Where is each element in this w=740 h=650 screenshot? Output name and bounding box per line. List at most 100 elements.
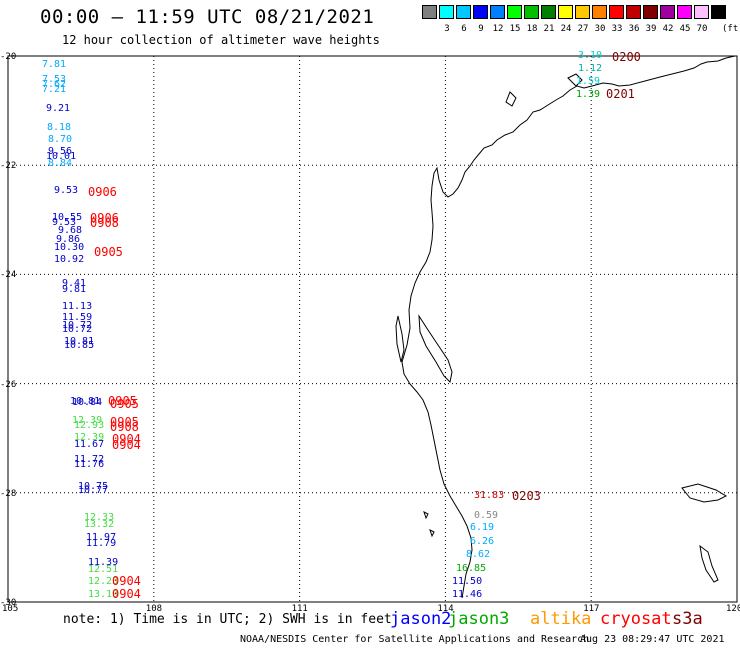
wave-height-value: 7.81 xyxy=(42,59,67,70)
longitude-tick-label: 120 xyxy=(726,604,740,614)
legend-swatch xyxy=(439,5,454,19)
pass-time-label: 0904 xyxy=(112,574,141,588)
wave-height-value: 8.62 xyxy=(466,549,491,560)
pass-time-label: 0905 xyxy=(108,394,137,408)
generation-timestamp: Aug 23 08:29:47 UTC 2021 xyxy=(580,634,725,645)
credit-line: NOAA/NESDIS Center for Satellite Applica… xyxy=(240,634,590,645)
legend-label: 15 xyxy=(509,24,521,34)
wave-height-value: 9.53 xyxy=(52,217,77,228)
legend-swatch xyxy=(660,5,675,19)
wave-height-value: 12.51 xyxy=(88,564,119,575)
latitude-tick-label: -20 xyxy=(0,52,17,62)
legend-swatch xyxy=(541,5,556,19)
wave-height-value: 7.21 xyxy=(42,84,67,95)
wave-height-value: 9.53 xyxy=(54,185,79,196)
pass-time-label: 0905 xyxy=(94,245,123,259)
wave-height-value: 10.01 xyxy=(46,151,77,162)
wave-height-value: 12.93 xyxy=(74,420,105,431)
wave-height-value: 11.79 xyxy=(86,538,117,549)
wave-height-value: 8.84 xyxy=(48,158,73,169)
legend-unit: (ft) xyxy=(722,24,740,34)
legend-label: 33 xyxy=(611,24,623,34)
wave-height-value: 10.81 xyxy=(64,336,95,347)
wave-height-value: 9.56 xyxy=(48,146,73,157)
legend-label: 3 xyxy=(444,24,450,34)
wave-height-value: 11.59 xyxy=(62,312,93,323)
wave-height-value: 6.26 xyxy=(470,536,495,547)
legend-label: 21 xyxy=(543,24,555,34)
wave-height-value: 11.97 xyxy=(86,532,117,543)
pass-time-label: 0904 xyxy=(112,432,141,446)
latitude-tick-label: -24 xyxy=(0,270,17,281)
satellite-legend-item: jason2 xyxy=(390,609,452,629)
wave-height-value: 13.32 xyxy=(84,519,115,530)
wave-height-value: 10.84 xyxy=(72,397,103,408)
western-australia-coastline xyxy=(401,55,736,599)
legend-label: 24 xyxy=(560,24,572,34)
legend-swatch xyxy=(609,5,624,19)
legend-swatch xyxy=(694,5,709,19)
satellite-legend-item: jason3 xyxy=(448,609,510,629)
legend-swatch xyxy=(711,5,726,19)
legend-label: 27 xyxy=(577,24,589,34)
legend-label: 12 xyxy=(492,24,504,34)
wave-height-value: 12.39 xyxy=(74,432,105,443)
wave-height-value: 7.53 xyxy=(42,74,67,85)
barrow-island xyxy=(505,91,517,107)
map-subtitle: 12 hour collection of altimeter wave hei… xyxy=(62,33,380,47)
legend-label: 9 xyxy=(478,24,484,34)
wave-height-value: 16.85 xyxy=(456,563,487,574)
shark-bay-peninsula xyxy=(418,314,453,384)
wave-height-value: 10.77 xyxy=(78,485,109,496)
lat-lon-grid xyxy=(8,56,737,602)
coastline xyxy=(395,55,736,599)
pass-time-label: 0201 xyxy=(606,87,635,101)
wave-height-value: 7.62 xyxy=(42,79,67,90)
wave-height-value: 1.12 xyxy=(578,63,603,74)
pass-time-label: 0906 xyxy=(88,185,117,199)
wave-height-value: 10.92 xyxy=(54,254,85,265)
wave-height-value: 11.46 xyxy=(452,589,483,600)
legend-label: 18 xyxy=(526,24,538,34)
legend-label: 36 xyxy=(628,24,640,34)
wave-height-value: 11.39 xyxy=(88,557,119,568)
wave-height-value: 8.70 xyxy=(48,134,73,145)
wave-height-value: 9.81 xyxy=(62,284,87,295)
longitude-tick-label: 108 xyxy=(145,604,163,614)
wave-height-value: 11.67 xyxy=(74,439,105,450)
pass-time-label: 0908 xyxy=(90,216,119,230)
wave-height-value: 1.39 xyxy=(576,89,601,100)
legend-label: 39 xyxy=(645,24,657,34)
legend-label: 45 xyxy=(679,24,691,34)
wave-height-value: 31.83 xyxy=(474,490,505,501)
pass-time-label: 0908 xyxy=(110,420,139,434)
legend-swatch xyxy=(592,5,607,19)
legend-swatch xyxy=(456,5,471,19)
wave-height-value: 11.50 xyxy=(452,576,483,587)
wave-height-value: 3.10 xyxy=(578,50,603,61)
inland-lakes xyxy=(699,544,719,583)
wave-height-value: 1.59 xyxy=(576,76,601,87)
pass-time-label: 0203 xyxy=(512,489,541,503)
legend-swatch xyxy=(643,5,658,19)
latitude-tick-label: -22 xyxy=(0,161,17,172)
wave-height-value: 12.23 xyxy=(88,576,119,587)
satellite-legend-item: altika xyxy=(530,609,592,629)
legend-swatch xyxy=(507,5,522,19)
wave-height-value: 9.68 xyxy=(58,225,83,236)
latitude-tick-label: -30 xyxy=(0,598,17,608)
pass-time-label: 0906 xyxy=(90,211,119,225)
legend-label: 70 xyxy=(696,24,708,34)
wave-height-value: 9.41 xyxy=(62,278,87,289)
wave-height-value: 10.72 xyxy=(62,324,93,335)
legend-label: 6 xyxy=(461,24,467,34)
pass-time-label: 0904 xyxy=(112,587,141,601)
legend-swatch xyxy=(490,5,505,19)
legend-swatch xyxy=(626,5,641,19)
wave-height-value: 11.72 xyxy=(74,454,105,465)
wave-height-value: 12.33 xyxy=(84,512,115,523)
longitude-tick-label: 117 xyxy=(583,604,600,614)
map-title: 00:00 – 11:59 UTC 08/21/2021 xyxy=(40,6,375,28)
